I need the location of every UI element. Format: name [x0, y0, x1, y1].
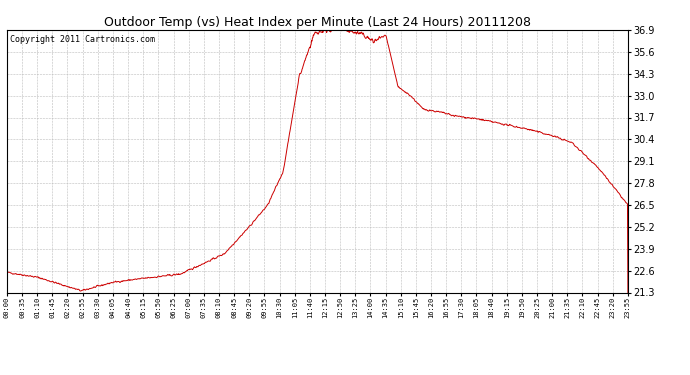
Title: Outdoor Temp (vs) Heat Index per Minute (Last 24 Hours) 20111208: Outdoor Temp (vs) Heat Index per Minute … [104, 16, 531, 29]
Text: Copyright 2011 Cartronics.com: Copyright 2011 Cartronics.com [10, 35, 155, 44]
